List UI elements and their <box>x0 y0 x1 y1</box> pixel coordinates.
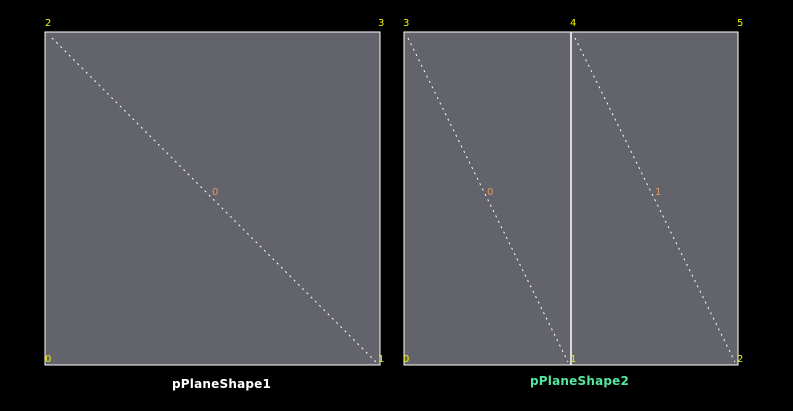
shape-2-face-0[interactable] <box>404 32 571 365</box>
shape-2-vertex-0: 0 <box>403 354 409 365</box>
shape-2-vertex-1: 1 <box>570 354 576 365</box>
shape-2-vertex-2: 2 <box>737 354 743 365</box>
shape-1-face-0-label: 0 <box>212 187 218 198</box>
shape-1-vertex-1: 1 <box>378 354 384 365</box>
shape-2-face-1[interactable] <box>571 32 738 365</box>
shape-1-uv-mesh[interactable]: 0 1 2 3 0 <box>44 18 384 366</box>
shape-1-face-0-diagonal <box>51 37 377 363</box>
shape-2-face-0-label: 0 <box>487 187 493 198</box>
shape-2-vertex-4: 4 <box>570 18 576 29</box>
shape-1-vertex-2: 2 <box>45 18 51 29</box>
shape-1-name-label: pPlaneShape1 <box>172 377 272 391</box>
shape-2-face-0-diagonal <box>407 37 569 363</box>
shape-2-vertex-5: 5 <box>737 18 743 29</box>
shape-2-face-1-label: 1 <box>655 187 661 198</box>
shape-2-face-1-diagonal <box>574 37 736 363</box>
shape-1-border <box>44 31 381 366</box>
shape-2-vertex-3: 3 <box>403 18 409 29</box>
shape-2-name-label: pPlaneShape2 <box>530 374 630 388</box>
shape-2-uv-mesh[interactable]: 0 1 2 3 4 5 0 1 <box>403 18 743 366</box>
shape-1-vertex-3: 3 <box>378 18 384 29</box>
shape-1-vertex-0: 0 <box>45 354 51 365</box>
